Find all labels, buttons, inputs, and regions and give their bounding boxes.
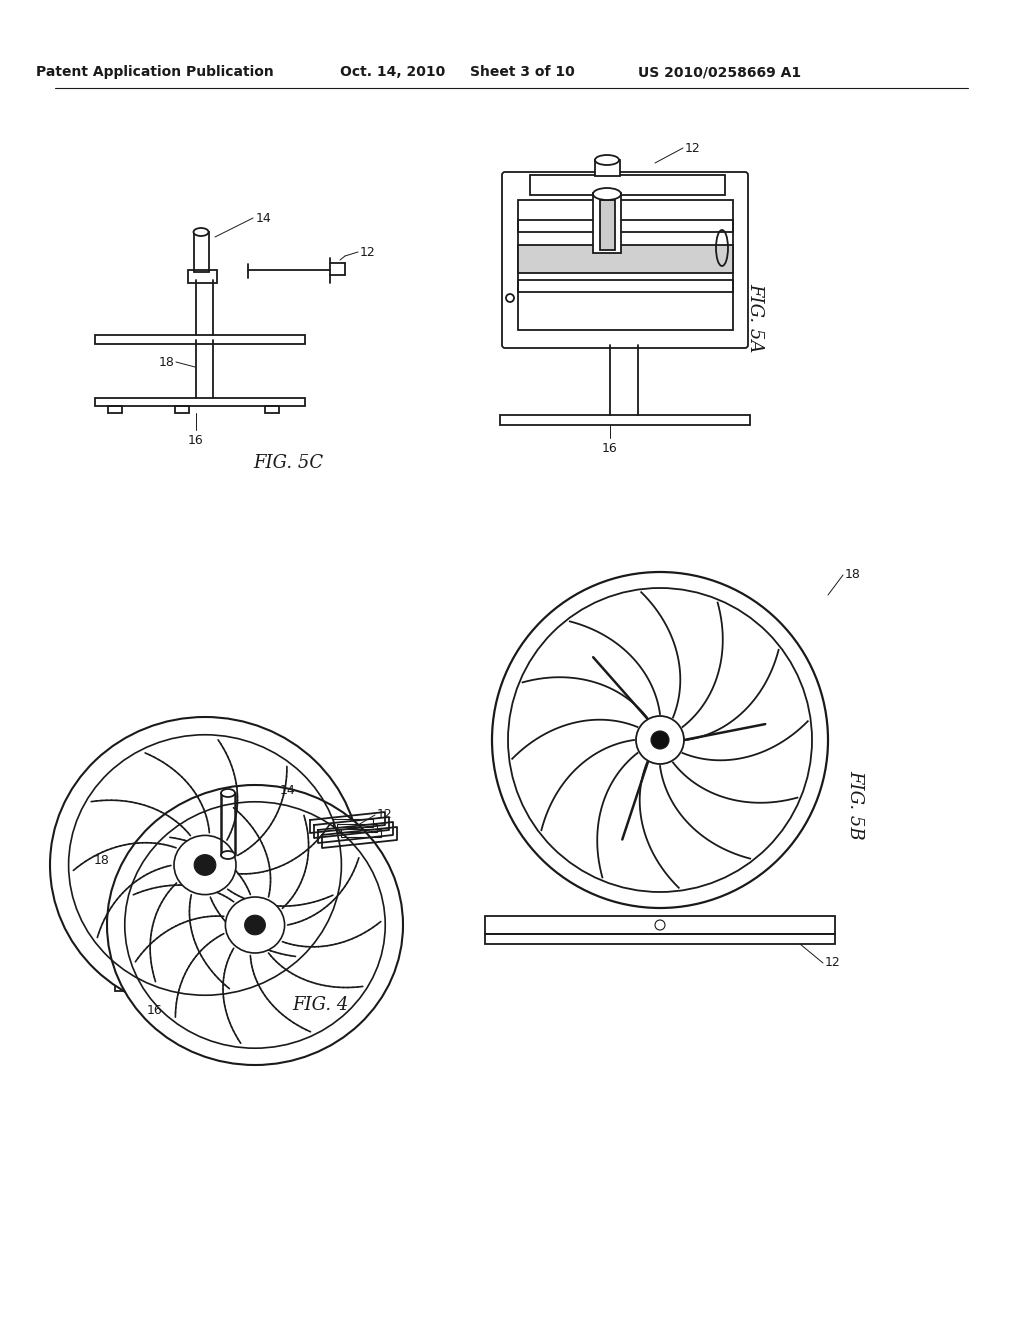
- Bar: [341, 829, 381, 837]
- Text: FIG. 4: FIG. 4: [292, 997, 348, 1014]
- Bar: [485, 916, 835, 935]
- Bar: [593, 193, 621, 253]
- Text: 16: 16: [602, 441, 617, 454]
- Circle shape: [651, 731, 669, 748]
- Bar: [518, 220, 733, 232]
- Bar: [518, 201, 733, 330]
- Bar: [595, 160, 620, 176]
- Ellipse shape: [245, 915, 265, 935]
- Bar: [518, 246, 733, 273]
- Bar: [194, 232, 209, 272]
- Ellipse shape: [595, 154, 618, 165]
- Text: 14: 14: [280, 784, 296, 796]
- Text: 16: 16: [147, 1003, 163, 1016]
- Bar: [333, 818, 373, 828]
- Bar: [500, 414, 750, 425]
- Circle shape: [655, 920, 665, 931]
- Text: 14: 14: [644, 746, 659, 759]
- Bar: [95, 399, 305, 407]
- Text: 18: 18: [159, 355, 175, 368]
- Ellipse shape: [195, 854, 216, 875]
- Bar: [135, 983, 145, 991]
- Text: Sheet 3 of 10: Sheet 3 of 10: [470, 65, 574, 79]
- Bar: [95, 335, 305, 345]
- Bar: [108, 407, 122, 413]
- Text: 14: 14: [256, 211, 271, 224]
- Bar: [485, 935, 835, 944]
- Ellipse shape: [221, 851, 234, 859]
- Circle shape: [492, 572, 828, 908]
- Ellipse shape: [174, 836, 236, 895]
- Ellipse shape: [225, 898, 285, 953]
- Ellipse shape: [50, 717, 360, 1012]
- Text: FIG. 5B: FIG. 5B: [846, 770, 864, 840]
- Text: 18: 18: [94, 854, 110, 866]
- Bar: [120, 975, 150, 985]
- Bar: [265, 407, 279, 413]
- Bar: [337, 824, 377, 832]
- Bar: [600, 201, 615, 249]
- Ellipse shape: [194, 228, 209, 236]
- Text: 12: 12: [377, 808, 393, 821]
- Text: Patent Application Publication: Patent Application Publication: [36, 65, 273, 79]
- Ellipse shape: [593, 187, 621, 201]
- Text: 12: 12: [685, 141, 700, 154]
- Bar: [530, 176, 725, 195]
- Text: US 2010/0258669 A1: US 2010/0258669 A1: [638, 65, 802, 79]
- Text: FIG. 5C: FIG. 5C: [253, 454, 323, 473]
- Bar: [188, 271, 217, 282]
- Bar: [115, 983, 125, 991]
- Ellipse shape: [106, 785, 403, 1065]
- Text: 12: 12: [360, 246, 376, 259]
- Text: 16: 16: [188, 433, 204, 446]
- Text: FIG. 5A: FIG. 5A: [746, 284, 764, 352]
- Circle shape: [636, 715, 684, 764]
- Text: 18: 18: [845, 569, 861, 582]
- Ellipse shape: [221, 789, 234, 797]
- Text: 12: 12: [825, 957, 841, 969]
- Text: Oct. 14, 2010: Oct. 14, 2010: [340, 65, 445, 79]
- Bar: [518, 280, 733, 292]
- Bar: [175, 407, 189, 413]
